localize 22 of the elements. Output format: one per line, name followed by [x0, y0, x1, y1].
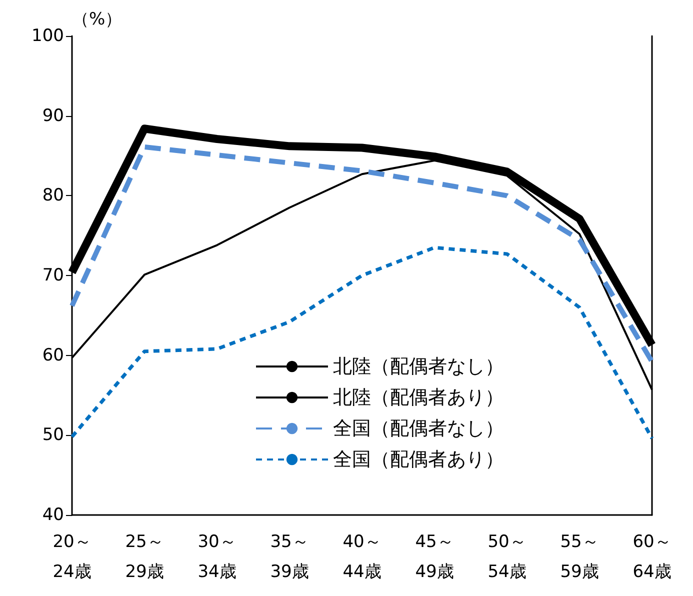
- x-tick-label: 50～ 54歳: [488, 532, 526, 582]
- x-tick-label: 55～ 59歳: [560, 532, 599, 582]
- legend-label: 全国（配偶者あり）: [333, 448, 504, 470]
- y-tick-label: 50: [42, 425, 64, 446]
- y-tick-label: 90: [42, 106, 64, 126]
- y-tick-label: 40: [42, 505, 64, 525]
- legend-label: 北陸（配偶者あり）: [333, 386, 504, 408]
- y-tick-label: 70: [42, 266, 64, 286]
- x-tick-label: 20～ 24歳: [52, 532, 92, 582]
- x-tick-label: 25～ 29歳: [125, 532, 164, 582]
- y-tick-label: 80: [42, 186, 64, 206]
- y-tick-label: 60: [42, 345, 64, 366]
- x-tick-label: 35～ 39歳: [270, 532, 309, 582]
- legend-label: 全国（配偶者なし）: [333, 418, 504, 440]
- y-axis-title: （%）: [72, 10, 122, 30]
- x-tick-label: 45～ 49歳: [415, 532, 454, 582]
- x-tick-label: 40～ 44歳: [342, 532, 382, 582]
- y-tick-label: 100: [32, 26, 64, 46]
- line-series: [70, 246, 654, 440]
- x-tick-label: 30～ 34歳: [198, 532, 236, 582]
- x-tick-label: 60～ 64歳: [632, 532, 672, 582]
- legend-label: 北陸（配偶者なし）: [333, 356, 504, 378]
